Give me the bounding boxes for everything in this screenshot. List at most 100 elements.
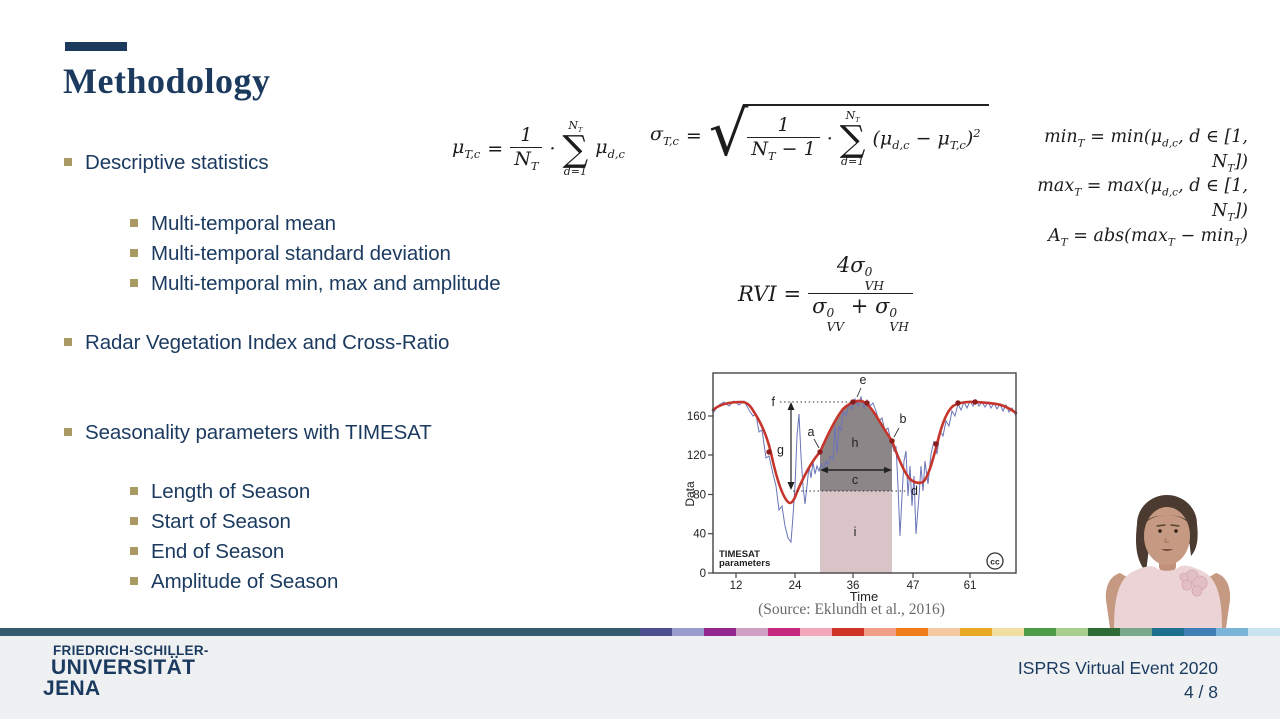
presenter-video <box>1105 495 1231 628</box>
university-logo-line3: JENA <box>43 677 101 700</box>
math-token: σT,c <box>650 123 679 148</box>
formula-amplitude: AT = abs(maxT − minT) <box>1048 225 1248 249</box>
footer-stripe-segment <box>704 628 736 636</box>
svg-text:d: d <box>911 484 918 498</box>
bullet-label: Start of Season <box>151 510 291 533</box>
footer-stripe-segment <box>896 628 928 636</box>
bullet-square-icon <box>130 279 138 287</box>
page-number: 4 / 8 <box>1183 682 1218 702</box>
footer-stripe-segments <box>640 628 1280 636</box>
bullet-descriptive-statistics: Descriptive statistics <box>64 151 269 175</box>
chart-area-i <box>820 491 892 573</box>
bullet-rvi-crossratio: Radar Vegetation Index and Cross-Ratio <box>64 331 449 355</box>
math-token: RVI <box>738 281 777 306</box>
svg-text:0: 0 <box>700 568 706 580</box>
math-token: · <box>826 127 833 150</box>
bullet-multitemporal-mean: Multi-temporal mean <box>130 212 336 236</box>
chart-letter-labels: f g a e b h c d i <box>772 373 918 539</box>
formula-multitemporal-mean: μT,c = 1 NT · NT ∑ d=1 μd,c <box>452 120 625 177</box>
bullet-square-icon <box>130 547 138 555</box>
svg-text:24: 24 <box>789 580 802 592</box>
footer-stripe-segment <box>1056 628 1088 636</box>
chart-corner-text: parameters <box>719 558 770 569</box>
footer-stripe-segment <box>1088 628 1120 636</box>
chart-length-arrow <box>820 466 892 474</box>
footer-stripe-solid <box>0 628 640 636</box>
chart-label-connectors <box>813 387 900 449</box>
math-fraction: 1 NT − 1 <box>747 114 820 163</box>
svg-text:36: 36 <box>847 580 860 592</box>
event-name: ISPRS Virtual Event 2020 <box>1017 658 1218 678</box>
footer: FRIEDRICH-SCHILLER- UNIVERSITÄT JENA ISP… <box>0 636 1280 719</box>
footer-stripe-segment <box>1184 628 1216 636</box>
formula-multitemporal-std: σT,c = √ 1 NT − 1 · NT ∑ d=1 (μd,c − μT,… <box>650 102 989 167</box>
chart-x-tick-labels: 12 24 36 47 61 <box>730 580 977 592</box>
math-token: = <box>783 281 802 306</box>
footer-stripe-segment <box>928 628 960 636</box>
svg-text:120: 120 <box>687 450 706 462</box>
footer-stripe-segment <box>1216 628 1248 636</box>
footer-stripe-segment <box>640 628 672 636</box>
bullet-multitemporal-minmax: Multi-temporal min, max and amplitude <box>130 272 501 296</box>
chart-y-tick-labels: 160 120 80 40 0 <box>687 411 706 580</box>
footer-stripe-segment <box>1248 628 1280 636</box>
bullet-square-icon <box>64 158 72 166</box>
bullet-square-icon <box>64 338 72 346</box>
bullet-label: Seasonality parameters with TIMESAT <box>85 421 432 444</box>
svg-text:a: a <box>808 425 815 439</box>
svg-text:40: 40 <box>693 529 706 541</box>
formula-min: minT = min(μd,c, d ∈ [1, NT]) <box>1044 127 1248 175</box>
svg-text:b: b <box>900 412 907 426</box>
bullet-label: Multi-temporal standard deviation <box>151 242 451 265</box>
bullet-seasonality-timesat: Seasonality parameters with TIMESAT <box>64 421 432 445</box>
math-token: = <box>685 124 702 147</box>
chart-plot-border <box>712 372 1017 574</box>
bullet-square-icon <box>130 249 138 257</box>
svg-text:i: i <box>854 525 857 539</box>
footer-stripe-segment <box>1024 628 1056 636</box>
university-logo-line1: FRIEDRICH-SCHILLER- <box>53 643 209 658</box>
bullet-end-of-season: End of Season <box>130 540 284 564</box>
math-token: · <box>549 137 556 160</box>
presenter-figure <box>1105 495 1231 628</box>
math-sqrt: √ 1 NT − 1 · NT ∑ d=1 (μd,c − μT,c)2 <box>709 102 989 167</box>
bullet-label: End of Season <box>151 540 285 563</box>
bullet-label: Multi-temporal mean <box>151 212 336 235</box>
footer-stripe-segment <box>1120 628 1152 636</box>
svg-text:h: h <box>852 436 859 450</box>
math-token: μT,c <box>452 136 481 161</box>
math-fraction: 4σ 0 VH σ 0 VV + σ 0 VH <box>808 253 913 334</box>
bullet-label: Radar Vegetation Index and Cross-Ratio <box>85 331 450 354</box>
bullet-length-of-season: Length of Season <box>130 480 310 504</box>
chart-x-axis-label: Time <box>850 589 878 602</box>
footer-stripe-segment <box>832 628 864 636</box>
bullet-square-icon <box>64 428 72 436</box>
chart-source-caption: (Source: Eklundh et al., 2016) <box>758 601 945 618</box>
page-title: Methodology <box>63 61 271 101</box>
svg-text:61: 61 <box>964 580 977 592</box>
chart-corner-text: TIMESAT <box>719 549 760 560</box>
svg-text:160: 160 <box>687 411 706 423</box>
svg-text:f: f <box>772 395 776 409</box>
bullet-label: Multi-temporal min, max and amplitude <box>151 272 501 295</box>
formula-min-max-amplitude: minT = min(μd,c, d ∈ [1, NT]) maxT = max… <box>1018 126 1248 249</box>
footer-stripe-segment <box>1152 628 1184 636</box>
chart-area-h <box>820 400 892 491</box>
footer-stripe-segment <box>800 628 832 636</box>
chart-tick-marks <box>708 415 971 578</box>
footer-stripe-segment <box>672 628 704 636</box>
bullet-multitemporal-std: Multi-temporal standard deviation <box>130 242 451 266</box>
bullet-label: Descriptive statistics <box>85 151 269 174</box>
svg-text:e: e <box>860 373 867 387</box>
footer-stripe-segment <box>992 628 1024 636</box>
bullet-square-icon <box>130 219 138 227</box>
svg-text:c: c <box>852 473 858 487</box>
timesat-chart: f g a e b h c d i 160 120 80 40 0 <box>683 372 1018 602</box>
math-sum: NT ∑ d=1 <box>562 119 589 179</box>
footer-stripe-segment <box>736 628 768 636</box>
svg-text:12: 12 <box>730 580 743 592</box>
university-logo-line2: UNIVERSITÄT <box>51 656 196 679</box>
math-token: = <box>487 137 504 160</box>
svg-text:g: g <box>777 443 784 457</box>
bullet-label: Length of Season <box>151 480 311 503</box>
